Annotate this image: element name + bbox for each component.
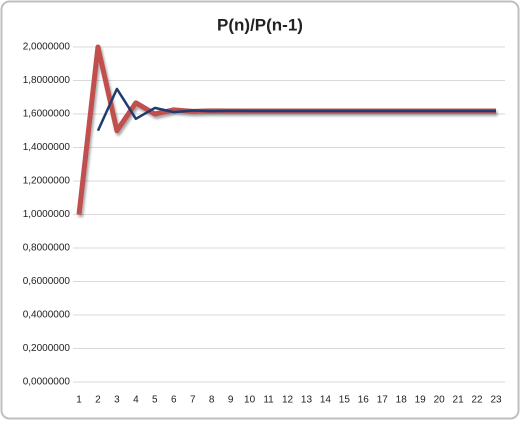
- y-tick-label: 0,2000000: [23, 343, 71, 354]
- x-tick-label: 15: [339, 395, 351, 406]
- y-tick-label: 2,0000000: [23, 42, 71, 53]
- x-tick-label: 3: [114, 395, 120, 406]
- line-series: [96, 87, 496, 132]
- y-tick-label: 1,2000000: [23, 176, 71, 187]
- y-tick-label: 1,4000000: [23, 142, 71, 153]
- x-tick-label: 6: [171, 395, 177, 406]
- y-tick-label: 0,4000000: [23, 310, 71, 321]
- x-tick-label: 8: [209, 395, 215, 406]
- y-tick-label: 0,0000000: [23, 377, 71, 388]
- x-tick-label: 21: [453, 395, 465, 406]
- x-tick-label: 20: [434, 395, 446, 406]
- x-tick-label: 14: [320, 395, 332, 406]
- x-tick-label: 17: [377, 395, 389, 406]
- x-tick-label: 12: [282, 395, 294, 406]
- x-tick-label: 19: [415, 395, 427, 406]
- y-tick-label: 0,6000000: [23, 276, 71, 287]
- chart-title: P(n)/P(n-1): [217, 15, 303, 34]
- x-tick-label: 10: [244, 395, 256, 406]
- x-tick-label: 2: [95, 395, 101, 406]
- x-tick-label: 5: [152, 395, 158, 406]
- y-tick-label: 0,8000000: [23, 243, 71, 254]
- x-tick-label: 11: [263, 395, 274, 406]
- x-tick-label: 9: [228, 395, 234, 406]
- x-tick-label: 13: [301, 395, 313, 406]
- x-tick-label: 22: [471, 395, 483, 406]
- x-tick-label: 1: [76, 395, 82, 406]
- y-tick-label: 1,6000000: [23, 109, 71, 120]
- x-tick-label: 16: [358, 395, 370, 406]
- y-tick-label: 1,0000000: [23, 209, 71, 220]
- x-tick-label: 23: [490, 395, 502, 406]
- x-tick-label: 18: [396, 395, 408, 406]
- x-tick-label: 4: [133, 395, 139, 406]
- y-tick-label: 1,8000000: [23, 75, 71, 86]
- x-tick-label: 7: [190, 395, 196, 406]
